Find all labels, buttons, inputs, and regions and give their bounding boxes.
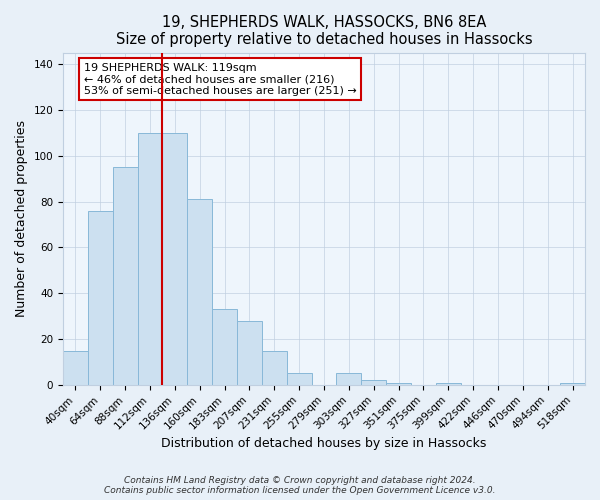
Bar xyxy=(163,133,187,385)
Bar xyxy=(187,200,212,385)
Bar xyxy=(212,310,237,385)
Y-axis label: Number of detached properties: Number of detached properties xyxy=(15,120,28,318)
Bar xyxy=(113,168,137,385)
Bar xyxy=(287,374,311,385)
Bar xyxy=(237,320,262,385)
Bar xyxy=(361,380,386,385)
Bar xyxy=(337,374,361,385)
Text: 19 SHEPHERDS WALK: 119sqm
← 46% of detached houses are smaller (216)
53% of semi: 19 SHEPHERDS WALK: 119sqm ← 46% of detac… xyxy=(84,62,356,96)
Bar xyxy=(262,350,287,385)
Bar xyxy=(560,382,585,385)
Bar xyxy=(137,133,163,385)
Bar xyxy=(63,350,88,385)
Text: Contains HM Land Registry data © Crown copyright and database right 2024.
Contai: Contains HM Land Registry data © Crown c… xyxy=(104,476,496,495)
Title: 19, SHEPHERDS WALK, HASSOCKS, BN6 8EA
Size of property relative to detached hous: 19, SHEPHERDS WALK, HASSOCKS, BN6 8EA Si… xyxy=(116,15,532,48)
Bar xyxy=(436,382,461,385)
Bar xyxy=(386,382,411,385)
X-axis label: Distribution of detached houses by size in Hassocks: Distribution of detached houses by size … xyxy=(161,437,487,450)
Bar xyxy=(88,211,113,385)
